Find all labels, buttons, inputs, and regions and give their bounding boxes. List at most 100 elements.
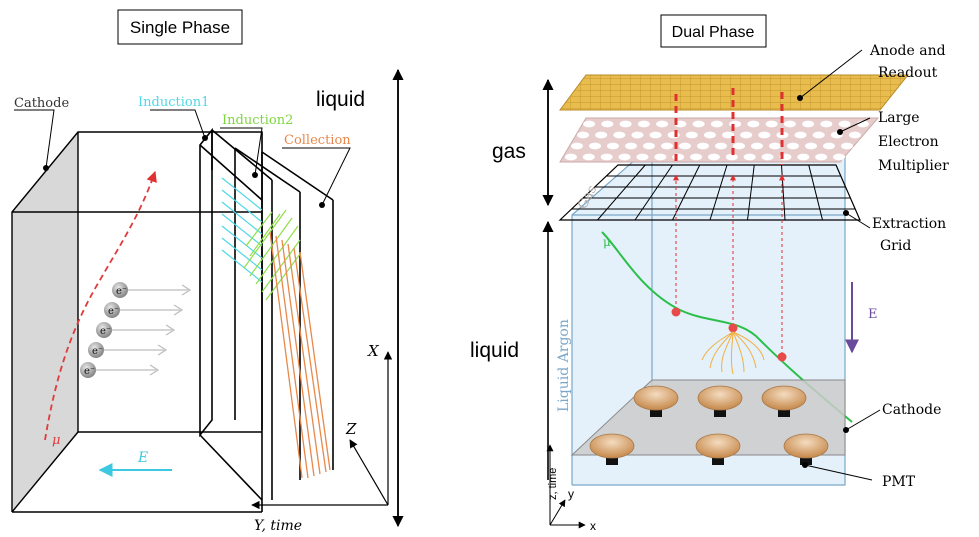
scintillation-light xyxy=(701,331,765,375)
lem-hole xyxy=(679,142,691,150)
single-phase-title-box xyxy=(117,9,243,45)
lem-hole xyxy=(672,153,685,161)
lem-hole xyxy=(625,142,637,150)
lem-hole xyxy=(619,120,632,128)
dual-muon-label: μ xyxy=(603,235,611,249)
pmt xyxy=(695,433,741,465)
lem-hole xyxy=(618,153,631,161)
y-axis-label: Y, time xyxy=(254,518,302,534)
label-induction1: Induction1 xyxy=(138,95,209,110)
lem-hole xyxy=(710,120,723,128)
lem-hole xyxy=(636,153,649,161)
svg-text:e⁻: e⁻ xyxy=(84,366,95,377)
lem-hole xyxy=(769,142,781,150)
label-anode-1: Anode and xyxy=(869,43,946,59)
lem-hole xyxy=(815,153,828,161)
liquid-argon-label: Liquid Argon xyxy=(556,319,572,412)
lem-hole xyxy=(697,142,709,150)
lem-hole xyxy=(743,153,756,161)
label-lem-3: Multiplier xyxy=(878,158,949,174)
lem-hole xyxy=(601,120,614,128)
electron: e⁻ xyxy=(104,302,184,318)
lem-hole xyxy=(595,131,608,139)
lem-hole xyxy=(841,142,853,150)
lem-hole xyxy=(607,142,619,150)
plane-1 xyxy=(199,127,213,438)
label-dual-cathode: Cathode xyxy=(882,402,941,418)
gas-amplification-lines xyxy=(674,88,784,165)
pmt xyxy=(783,433,829,465)
dual-phase-title-box xyxy=(660,14,767,48)
label-anode-2: Readout xyxy=(878,65,938,81)
pmt xyxy=(633,385,679,417)
dual-efield-label: E xyxy=(868,307,878,322)
lem-hole xyxy=(722,131,735,139)
svg-text:e⁻: e⁻ xyxy=(100,326,111,337)
induction1-wires xyxy=(221,177,263,283)
label-pmt: PMT xyxy=(882,474,916,490)
lem-hole xyxy=(729,120,742,128)
label-grid-1: Extraction xyxy=(872,216,946,232)
pmt xyxy=(697,385,743,417)
electron: e⁻ xyxy=(112,282,192,298)
lem-hole xyxy=(747,120,760,128)
x-axis-label: X xyxy=(367,342,380,360)
lem-hole xyxy=(765,120,778,128)
lem-hole xyxy=(661,142,673,150)
lem-hole xyxy=(600,153,613,161)
lem-hole xyxy=(761,153,774,161)
dual-liquid-label: liquid xyxy=(470,339,519,362)
lem-hole xyxy=(582,153,595,161)
lem-hole xyxy=(725,153,738,161)
dual-z-axis-label: z, time xyxy=(547,468,559,500)
lem-hole xyxy=(690,153,703,161)
lem-hole xyxy=(589,142,601,150)
electron: e⁻ xyxy=(96,322,176,338)
label-collection: Collection xyxy=(284,133,351,148)
single-phase-title: Single Phase xyxy=(130,18,230,37)
electron: e⁻ xyxy=(80,362,160,378)
z-axis-line xyxy=(349,439,389,506)
lem-hole xyxy=(820,120,833,128)
lem-hole xyxy=(656,120,669,128)
single-tpc-box xyxy=(11,131,263,513)
lem-hole xyxy=(692,120,705,128)
single-liquid-label: liquid xyxy=(316,88,365,111)
lem-hole xyxy=(833,153,846,161)
lem-hole xyxy=(613,131,626,139)
cathode-plane xyxy=(12,132,78,512)
lem-hole xyxy=(823,142,835,150)
lem-hole xyxy=(802,120,815,128)
lem-hole xyxy=(577,131,590,139)
dual-x-axis-label: x xyxy=(590,519,596,533)
lem-hole xyxy=(797,153,810,161)
label-grid-2: Grid xyxy=(880,238,911,254)
lem-hole xyxy=(751,142,763,150)
lem-hole xyxy=(787,142,799,150)
dual-y-axis-label: y xyxy=(568,487,574,501)
lem-hole xyxy=(649,131,662,139)
label-lem-1: Large xyxy=(878,110,920,126)
pmt xyxy=(761,385,807,417)
lem-hole xyxy=(631,131,644,139)
lem-hole xyxy=(805,142,817,150)
gas-label: gas xyxy=(492,140,526,163)
electron: e⁻ xyxy=(88,342,168,358)
drift-lines xyxy=(673,174,785,355)
efield-label: E xyxy=(137,450,148,466)
lem-hole xyxy=(707,153,720,161)
muon-track xyxy=(44,170,157,441)
label-cathode: Cathode xyxy=(14,96,69,111)
lem-hole xyxy=(583,120,596,128)
lem-hole xyxy=(643,142,655,150)
dual-phase-panel: Dual Phase μ xyxy=(470,14,949,533)
svg-text:e⁻: e⁻ xyxy=(116,286,127,297)
lem-hole xyxy=(740,131,753,139)
lem-hole xyxy=(794,131,807,139)
lem-hole xyxy=(783,120,796,128)
z-axis-label: Z xyxy=(345,420,357,438)
collection-wires xyxy=(269,231,331,479)
lem-hole xyxy=(667,131,680,139)
lem-hole xyxy=(812,131,825,139)
lem-hole xyxy=(654,153,667,161)
